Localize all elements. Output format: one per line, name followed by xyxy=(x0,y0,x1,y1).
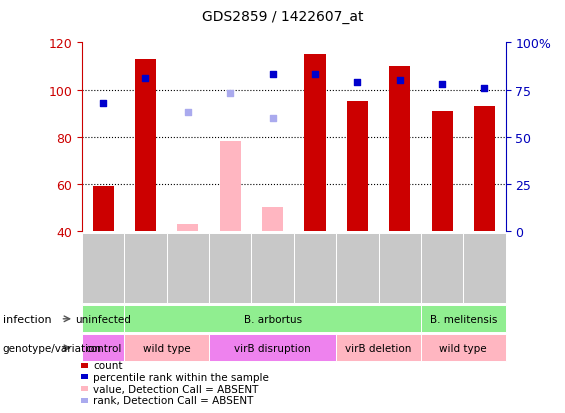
Point xyxy=(183,109,192,116)
Point xyxy=(141,76,150,82)
Text: virB disruption: virB disruption xyxy=(234,343,311,353)
Point xyxy=(311,72,320,78)
Bar xyxy=(93,187,114,231)
Bar xyxy=(177,224,198,231)
Text: B. melitensis: B. melitensis xyxy=(429,314,497,324)
Text: control: control xyxy=(85,343,121,353)
Text: virB deletion: virB deletion xyxy=(345,343,412,353)
Text: B. arbortus: B. arbortus xyxy=(244,314,302,324)
Bar xyxy=(220,142,241,231)
Text: percentile rank within the sample: percentile rank within the sample xyxy=(93,372,269,382)
Text: infection: infection xyxy=(3,314,51,324)
Bar xyxy=(389,67,410,231)
Text: value, Detection Call = ABSENT: value, Detection Call = ABSENT xyxy=(93,384,259,394)
Bar xyxy=(305,55,325,231)
Text: rank, Detection Call = ABSENT: rank, Detection Call = ABSENT xyxy=(93,395,254,405)
Text: wild type: wild type xyxy=(440,343,487,353)
Point xyxy=(480,85,489,92)
Text: uninfected: uninfected xyxy=(75,314,131,324)
Bar xyxy=(135,60,156,231)
Point xyxy=(268,72,277,78)
Point xyxy=(437,81,446,88)
Text: GDS2859 / 1422607_at: GDS2859 / 1422607_at xyxy=(202,10,363,24)
Bar xyxy=(262,208,283,231)
Point xyxy=(268,115,277,122)
Bar xyxy=(432,112,453,231)
Bar xyxy=(347,102,368,231)
Text: genotype/variation: genotype/variation xyxy=(3,343,102,353)
Point xyxy=(98,100,107,107)
Text: wild type: wild type xyxy=(143,343,190,353)
Point xyxy=(353,80,362,86)
Point xyxy=(396,78,405,84)
Point xyxy=(226,91,235,97)
Bar xyxy=(474,107,495,231)
Text: count: count xyxy=(93,361,123,370)
